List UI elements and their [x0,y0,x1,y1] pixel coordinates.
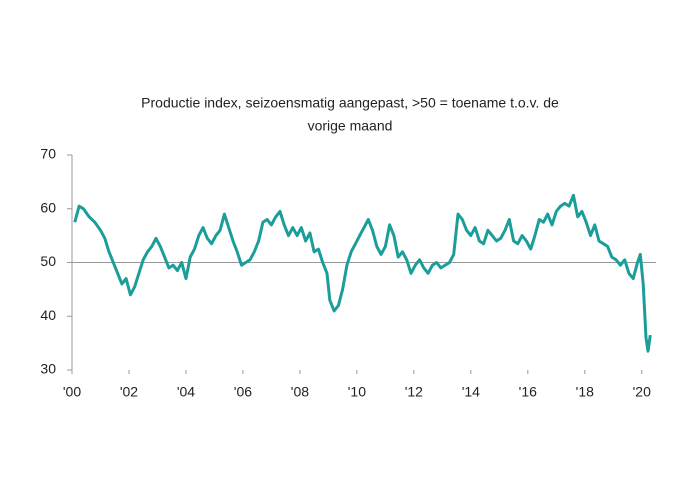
y-tick-label: 70 [40,146,56,162]
x-tick-label: '02 [120,384,138,400]
x-tick-label: '18 [576,384,594,400]
y-tick-label: 50 [40,253,56,269]
series-line [73,193,652,353]
x-tick-label: '00 [63,384,81,400]
x-tick-label: '12 [405,384,423,400]
chart-title: Productie index, seizoensmatig aangepast… [141,95,559,111]
chart-title: vorige maand [308,118,393,134]
x-tick-label: '04 [177,384,195,400]
x-tick-label: '06 [234,384,252,400]
x-tick-label: '10 [348,384,366,400]
y-tick-label: 40 [40,307,56,323]
x-tick-label: '14 [462,384,480,400]
y-tick-label: 60 [40,199,56,215]
x-tick-label: '20 [633,384,651,400]
y-tick-label: 30 [40,361,56,377]
x-tick-label: '16 [519,384,537,400]
x-tick-label: '08 [291,384,309,400]
